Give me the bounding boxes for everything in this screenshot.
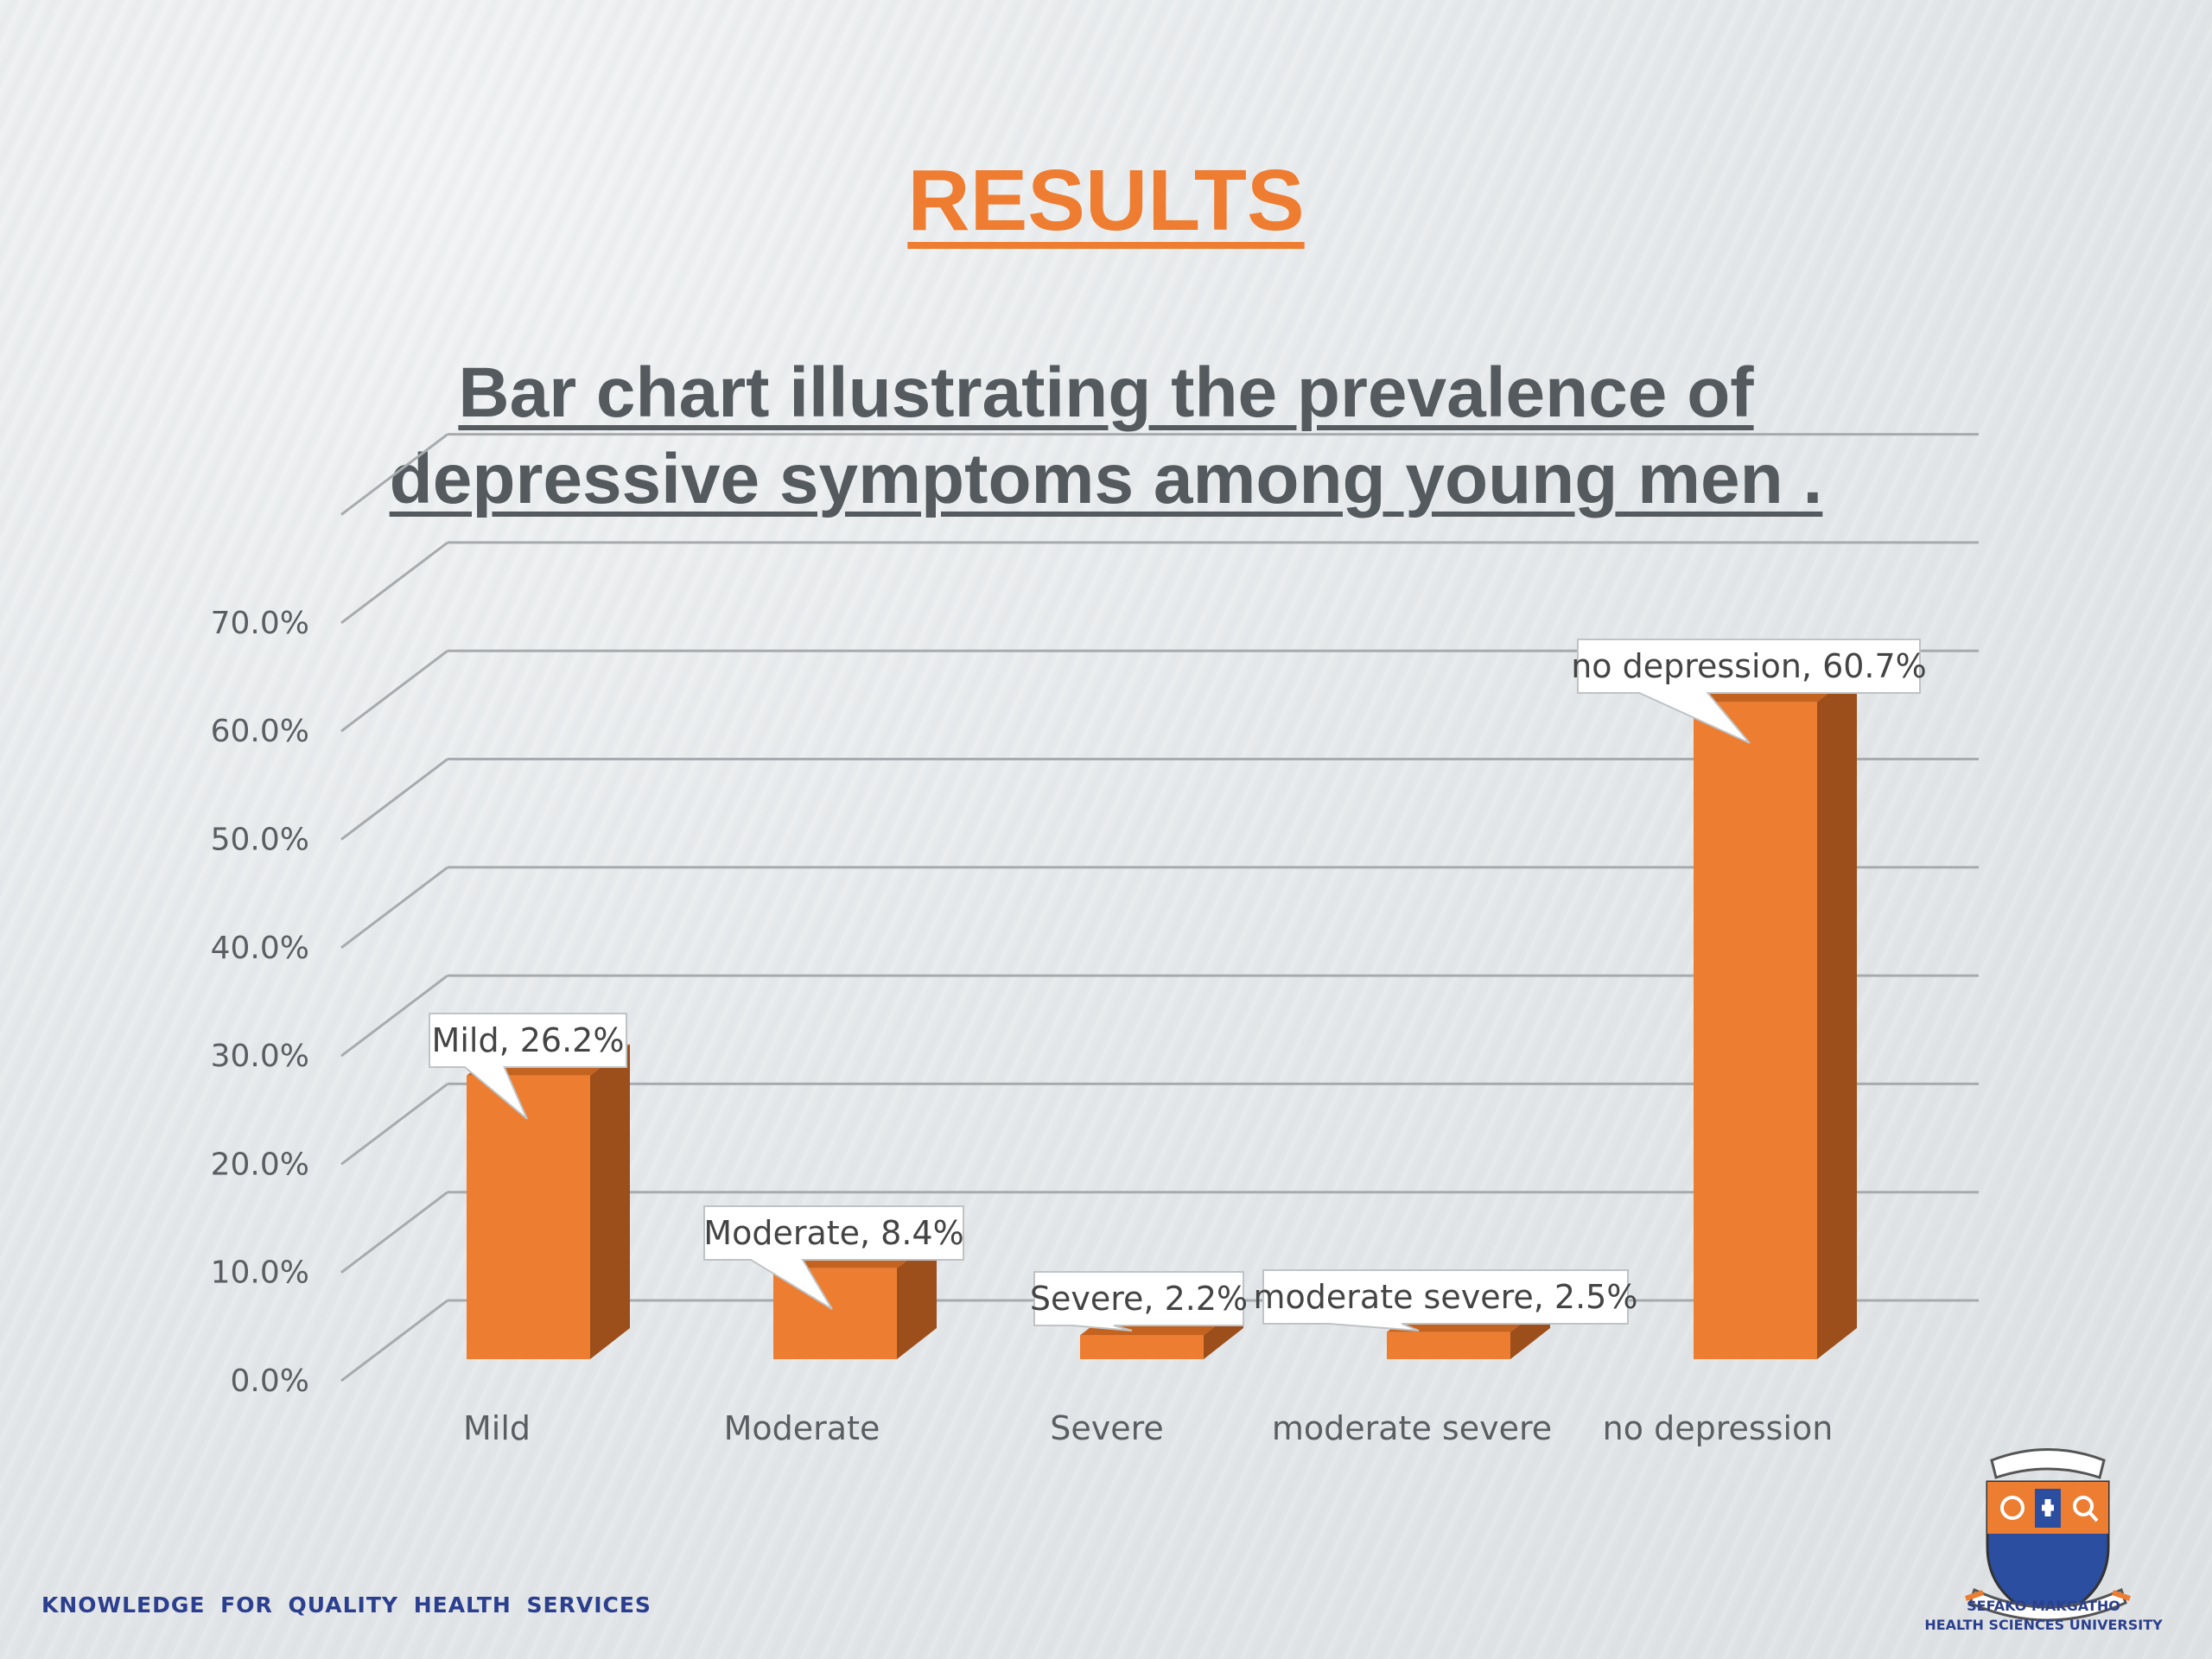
y-tick-label: 60.0% xyxy=(211,714,309,749)
page-heading: RESULTS xyxy=(907,152,1305,249)
chart-title-line-1: Bar chart illustrating the prevalence of xyxy=(458,353,1754,432)
university-name-line-1: SEFAKO MAKGATHO xyxy=(1967,1598,2120,1614)
university-name: SEFAKO MAKGATHO HEALTH SCIENCES UNIVERSI… xyxy=(1923,1597,2164,1635)
data-label-callout xyxy=(1262,1269,1629,1332)
x-tick-label: Mild xyxy=(463,1409,531,1447)
bar xyxy=(1080,1335,1204,1359)
y-tick-label: 50.0% xyxy=(211,823,309,858)
bar xyxy=(467,1075,590,1359)
bar xyxy=(1694,702,1817,1359)
gridline-diagonal xyxy=(340,650,448,733)
data-label: Moderate, 8.4% xyxy=(703,1214,963,1252)
data-label: Severe, 2.2% xyxy=(1030,1280,1248,1318)
data-label: no depression, 60.7% xyxy=(1571,647,1927,685)
x-tick-label: no depression xyxy=(1603,1409,1834,1447)
gridline-diagonal xyxy=(340,541,448,625)
data-label-callout xyxy=(429,1013,627,1120)
gridline-diagonal xyxy=(340,1083,448,1166)
y-tick-label: 20.0% xyxy=(211,1147,309,1182)
gridline-diagonal xyxy=(340,1191,448,1274)
gridline-diagonal xyxy=(340,758,448,841)
y-tick-label: 30.0% xyxy=(211,1039,309,1074)
university-name-line-2: HEALTH SCIENCES UNIVERSITY xyxy=(1924,1617,2163,1633)
x-tick-label: Severe xyxy=(1050,1409,1164,1447)
gridline-diagonal xyxy=(340,1299,448,1382)
x-tick-label: moderate severe xyxy=(1272,1409,1552,1447)
data-label-callout xyxy=(1577,639,1921,744)
university-crest-icon xyxy=(1965,1448,2131,1622)
bar-side xyxy=(1817,671,1857,1359)
data-label-callout xyxy=(703,1205,964,1310)
bar-side xyxy=(897,1236,937,1359)
chart-title: Bar chart illustrating the prevalence of… xyxy=(276,350,1936,523)
bar-side xyxy=(590,1044,630,1359)
x-tick-label: Moderate xyxy=(724,1409,880,1447)
gridline-diagonal xyxy=(340,974,448,1058)
chart-title-line-2: depressive symptoms among young men . xyxy=(389,440,1823,518)
data-label-callout xyxy=(1033,1271,1244,1332)
y-tick-label: 40.0% xyxy=(211,931,309,966)
y-tick-label: 10.0% xyxy=(211,1255,309,1291)
y-tick-label: 0.0% xyxy=(231,1363,309,1399)
gridline-diagonal xyxy=(340,866,448,949)
data-label: moderate severe, 2.5% xyxy=(1254,1278,1638,1316)
bar xyxy=(1387,1332,1510,1359)
footer-slogan: KNOWLEDGE FOR QUALITY HEALTH SERVICES xyxy=(41,1592,652,1618)
gridline-diagonal xyxy=(340,433,448,516)
data-label: Mild, 26.2% xyxy=(432,1021,625,1059)
y-tick-label: 70.0% xyxy=(211,606,309,641)
